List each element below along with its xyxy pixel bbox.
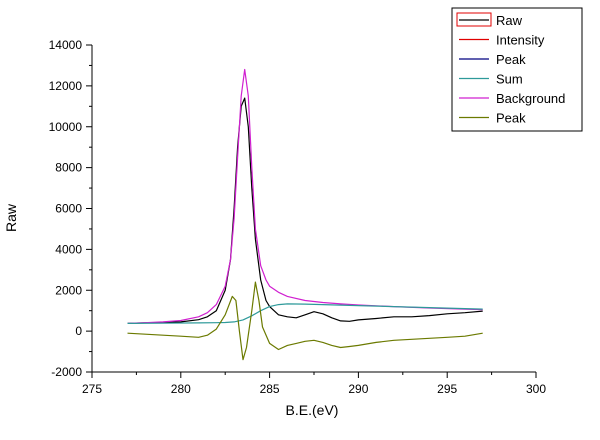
- series-line-sum: [127, 303, 483, 324]
- x-tick-label: 280: [171, 382, 191, 396]
- plot-area: 275 280 285 290 295 300 -2000 0 2000 4000 6000 800…: [49, 38, 547, 396]
- x-tick-label: 275: [82, 382, 102, 396]
- y-tick-label: 2000: [55, 283, 82, 297]
- y-tick-label: 4000: [55, 242, 82, 256]
- y-tick-label: 10000: [49, 120, 83, 134]
- x-tick-label: 300: [526, 382, 546, 396]
- x-axis-title: B.E.(eV): [286, 402, 339, 418]
- x-tick-label: 295: [437, 382, 457, 396]
- legend-label: Sum: [496, 72, 523, 87]
- y-tick-label: 14000: [49, 38, 83, 52]
- x-tick-label: 290: [348, 382, 368, 396]
- y-ticks: -2000 0 2000 4000 6000 8000 10000 12000 14000: [49, 38, 92, 379]
- y-axis-title: Raw: [3, 203, 19, 232]
- y-tick-label: -2000: [51, 365, 82, 379]
- series-line-raw: [127, 97, 483, 324]
- legend-label: Background: [496, 91, 565, 106]
- legend-label: Peak: [496, 111, 526, 126]
- y-tick-label: 12000: [49, 79, 83, 93]
- y-tick-label: 8000: [55, 161, 82, 175]
- y-tick-label: 6000: [55, 202, 82, 216]
- legend-label: Intensity: [496, 33, 545, 48]
- x-ticks: 275 280 285 290 295 300: [82, 372, 546, 396]
- y-tick-label: 0: [75, 324, 82, 338]
- series-layer: [127, 68, 483, 361]
- legend-label: Peak: [496, 52, 526, 67]
- legend-highlight: [456, 12, 492, 27]
- x-tick-label: 285: [260, 382, 280, 396]
- legend: Raw Intensity Peak Sum Background Peak: [451, 7, 583, 132]
- legend-box: [451, 7, 583, 132]
- legend-label: Raw: [496, 13, 523, 28]
- series-line-peak: [127, 281, 483, 361]
- series-line-background: [127, 68, 483, 324]
